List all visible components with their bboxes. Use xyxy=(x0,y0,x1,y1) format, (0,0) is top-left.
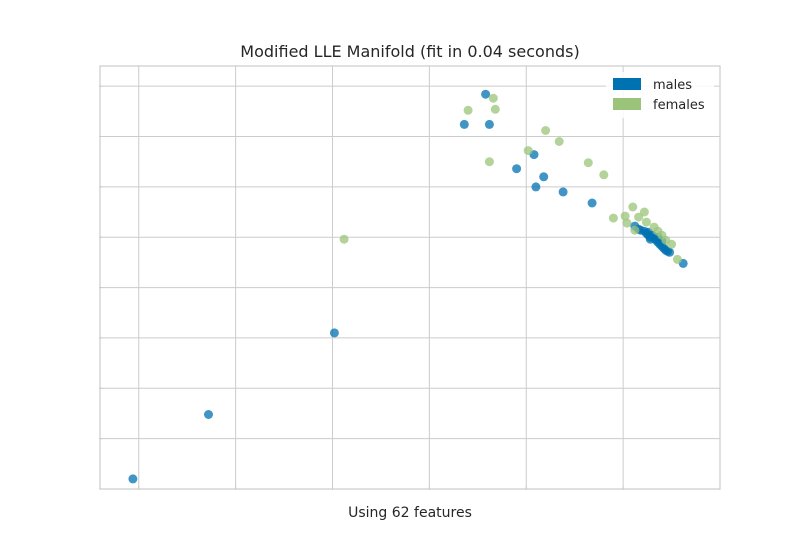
point-females xyxy=(628,202,638,212)
point-females xyxy=(541,126,551,135)
point-females xyxy=(583,158,593,168)
legend: males females xyxy=(606,72,714,118)
point-males xyxy=(512,164,522,174)
point-females xyxy=(339,234,349,244)
point-females xyxy=(599,170,609,180)
point-males xyxy=(204,410,213,419)
data-points xyxy=(128,89,688,484)
point-males xyxy=(665,247,675,257)
point-males xyxy=(128,474,138,484)
point-females xyxy=(484,157,494,167)
point-females xyxy=(672,254,682,264)
point-females xyxy=(463,105,473,115)
point-females xyxy=(523,146,533,156)
grid xyxy=(100,66,721,490)
point-females xyxy=(488,93,498,103)
point-females xyxy=(490,104,500,114)
point-males xyxy=(539,172,549,182)
point-females xyxy=(620,211,630,221)
point-males xyxy=(484,119,494,129)
point-females xyxy=(641,217,651,227)
point-females xyxy=(608,213,618,223)
plot-area xyxy=(100,66,720,489)
x-axis-label: Using 62 features xyxy=(348,505,472,521)
point-males xyxy=(329,328,339,338)
point-males xyxy=(481,89,491,99)
point-males xyxy=(531,182,541,192)
point-females xyxy=(667,239,677,249)
plot-frame xyxy=(99,65,721,490)
legend-swatch-females xyxy=(613,98,641,110)
point-females xyxy=(634,212,644,222)
point-females xyxy=(554,137,564,146)
point-males xyxy=(645,234,655,244)
point-males xyxy=(558,187,568,197)
series-females xyxy=(339,93,682,264)
point-males xyxy=(459,119,469,129)
point-males xyxy=(643,227,653,237)
legend-label-males: males xyxy=(653,78,692,93)
point-females xyxy=(622,218,632,228)
point-females xyxy=(639,207,649,217)
legend-label-females: females xyxy=(653,98,705,113)
legend-swatch-males xyxy=(613,78,641,90)
point-males xyxy=(587,198,597,208)
chart-title: Modified LLE Manifold (fit in 0.04 secon… xyxy=(240,42,579,61)
point-females xyxy=(630,225,640,235)
